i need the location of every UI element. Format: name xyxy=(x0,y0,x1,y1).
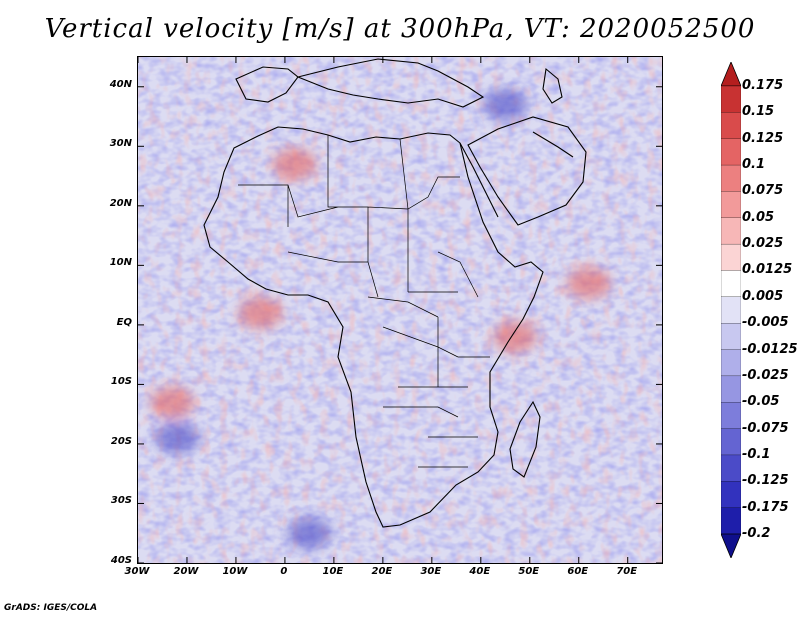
colorbar-swatch xyxy=(721,138,741,166)
lon-label-60e: 60E xyxy=(567,566,589,577)
lat-label-40n: 40N xyxy=(109,78,132,90)
colorbar-swatch xyxy=(721,323,741,351)
somali-coast-updraft xyxy=(493,320,538,353)
colorbar-swatch xyxy=(721,402,741,430)
lat-label-eq: EQ xyxy=(116,316,132,328)
lon-label-50e: 50E xyxy=(518,566,540,577)
colorbar-swatch xyxy=(721,375,741,403)
red-sea xyxy=(459,142,499,218)
colorbar-swatch xyxy=(721,454,741,482)
colorbar-label: 0.005 xyxy=(742,288,784,304)
colorbar-label: -0.1 xyxy=(742,446,771,462)
lat-label-30s: 30S xyxy=(110,495,132,507)
colorbar-swatch xyxy=(721,217,741,245)
colorbar-swatch xyxy=(721,164,741,193)
colorbar-label: -0.05 xyxy=(742,394,780,410)
colorbar-label: 0.025 xyxy=(742,236,784,252)
coastlines xyxy=(203,58,587,528)
lat-label-20n: 20N xyxy=(109,197,132,209)
colorbar-swatch xyxy=(721,349,741,377)
colorbar-label: -0.2 xyxy=(742,526,771,541)
colorbar-swatch xyxy=(721,191,741,219)
lon-label-10w: 10W xyxy=(222,566,248,577)
europe-coast xyxy=(296,58,485,108)
colorbar-swatch xyxy=(721,112,741,140)
colorbar-label: -0.0125 xyxy=(742,341,798,357)
lon-label-20e: 20E xyxy=(371,566,393,577)
colorbar-label: -0.125 xyxy=(742,473,789,489)
colorbar-swatch xyxy=(721,481,741,509)
colorbar-label: -0.075 xyxy=(742,420,789,436)
colorbar-swatch xyxy=(721,243,741,272)
grid-ticks xyxy=(138,57,662,563)
colorbar-bottom-arrow xyxy=(721,533,741,558)
lon-label-70e: 70E xyxy=(616,566,638,577)
iberia-coast xyxy=(235,66,299,103)
colorbar-label: 0.075 xyxy=(742,183,784,199)
colorbar-label: -0.175 xyxy=(742,499,789,515)
border-lines xyxy=(238,135,490,468)
colorbar-top-arrow xyxy=(721,62,741,87)
lon-label-30w: 30W xyxy=(124,566,150,577)
arabia-coast xyxy=(467,116,587,226)
lon-label-0: 0 xyxy=(280,566,288,577)
colorbar-label: 0.125 xyxy=(742,130,784,146)
colorbar-swatch xyxy=(721,296,741,324)
lat-label-30n: 30N xyxy=(109,138,132,150)
colorbar-swatch xyxy=(721,507,741,535)
southern-ocean-downdraft xyxy=(287,517,332,550)
lat-label-10s: 10S xyxy=(110,376,132,388)
lat-label-10n: 10N xyxy=(109,257,132,269)
colorbar-label: -0.005 xyxy=(742,315,789,331)
arabian-sea-updraft xyxy=(566,267,611,300)
colorbar-label: 0.175 xyxy=(742,78,784,93)
colorbar xyxy=(721,62,741,558)
lon-label-30e: 30E xyxy=(420,566,442,577)
colorbar-label: 0.0125 xyxy=(742,262,793,278)
lon-label-20w: 20W xyxy=(173,566,199,577)
lon-label-40e: 40E xyxy=(469,566,491,577)
updraft-texture xyxy=(138,57,662,563)
south-atlantic-downdraft-vortex xyxy=(155,421,200,454)
equatorial-atlantic-updraft xyxy=(238,296,283,329)
madagascar-coast xyxy=(509,400,541,478)
map-canvas xyxy=(138,57,662,563)
colorbar-label: 0.15 xyxy=(742,104,775,120)
sahara-updraft xyxy=(272,148,317,181)
colorbar-label: -0.025 xyxy=(742,367,789,383)
map-panel xyxy=(137,56,663,564)
chart-title: Vertical velocity [m/s] at 300hPa, VT: 2… xyxy=(44,14,756,44)
colorbar-swatch xyxy=(721,85,741,114)
feature-layer xyxy=(150,88,611,550)
caspian-coast xyxy=(542,67,563,104)
colorbar-label: 0.05 xyxy=(742,209,775,225)
lat-label-40s: 40S xyxy=(110,555,132,566)
colorbar-label: 0.1 xyxy=(742,157,766,173)
grads-credit: GrADS: IGES/COLA xyxy=(4,603,98,613)
lat-label-20s: 20S xyxy=(110,435,132,447)
africa-coastline xyxy=(203,126,544,528)
colorbar-swatch xyxy=(721,270,741,298)
iran-convection xyxy=(483,88,528,121)
colorbar-swatch xyxy=(721,428,741,456)
persian-gulf xyxy=(532,131,574,158)
country-borders xyxy=(238,135,490,468)
south-atlantic-updraft xyxy=(150,386,195,419)
lon-label-10e: 10E xyxy=(322,566,344,577)
